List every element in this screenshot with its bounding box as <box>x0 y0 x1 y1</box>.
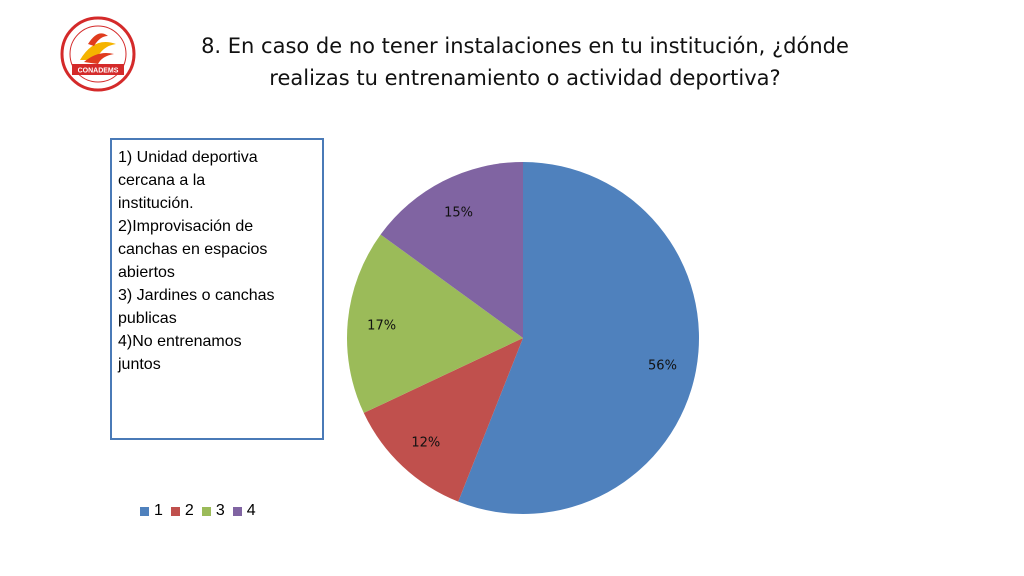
note-line: cercana a la <box>118 172 206 189</box>
legend-item-2: 2 <box>170 502 194 520</box>
legend-label: 4 <box>246 502 256 519</box>
note-line: juntos <box>118 356 161 373</box>
note-line: 4)No entrenamos <box>118 333 242 350</box>
legend-item-3: 3 <box>201 502 225 520</box>
legend-label: 2 <box>184 502 194 519</box>
legend-item-1: 1 <box>140 502 163 520</box>
slice-label-2: 12% <box>411 436 440 451</box>
slice-label-4: 15% <box>444 205 473 220</box>
legend-swatch <box>170 506 180 516</box>
note-line: 3) Jardines o canchas <box>118 287 275 304</box>
pie-slice-2 <box>363 338 523 502</box>
legend-swatch <box>232 506 242 516</box>
conadems-logo: CONADEMS <box>60 16 136 92</box>
slice-label-3: 17% <box>367 319 396 334</box>
options-text-box: 1) Unidad deportiva cercana a la institu… <box>110 138 324 440</box>
legend-swatch <box>201 506 211 516</box>
pie-slice-4 <box>380 162 523 338</box>
title-line-2: realizas tu entrenamiento o actividad de… <box>269 66 781 90</box>
page-title: 8. En caso de no tener instalaciones en … <box>180 30 870 94</box>
note-line: 2)Improvisación de <box>118 218 254 235</box>
title-line-1: 8. En caso de no tener instalaciones en … <box>201 34 849 58</box>
legend-item-4: 4 <box>232 502 256 520</box>
svg-text:CONADEMS: CONADEMS <box>78 68 119 75</box>
note-line: publicas <box>118 310 177 327</box>
note-line: 1) Unidad deportiva <box>118 149 258 166</box>
note-line: canchas en espacios <box>118 241 268 258</box>
note-line: institución. <box>118 195 194 212</box>
legend-label: 1 <box>154 502 163 519</box>
note-line: abiertos <box>118 264 175 281</box>
slice-label-1: 56% <box>648 359 677 374</box>
chart-legend: 1 2 3 4 <box>140 502 256 520</box>
pie-slice-1 <box>458 162 699 514</box>
legend-swatch <box>140 506 149 516</box>
legend-label: 3 <box>215 502 225 519</box>
pie-slice-3 <box>347 234 523 413</box>
